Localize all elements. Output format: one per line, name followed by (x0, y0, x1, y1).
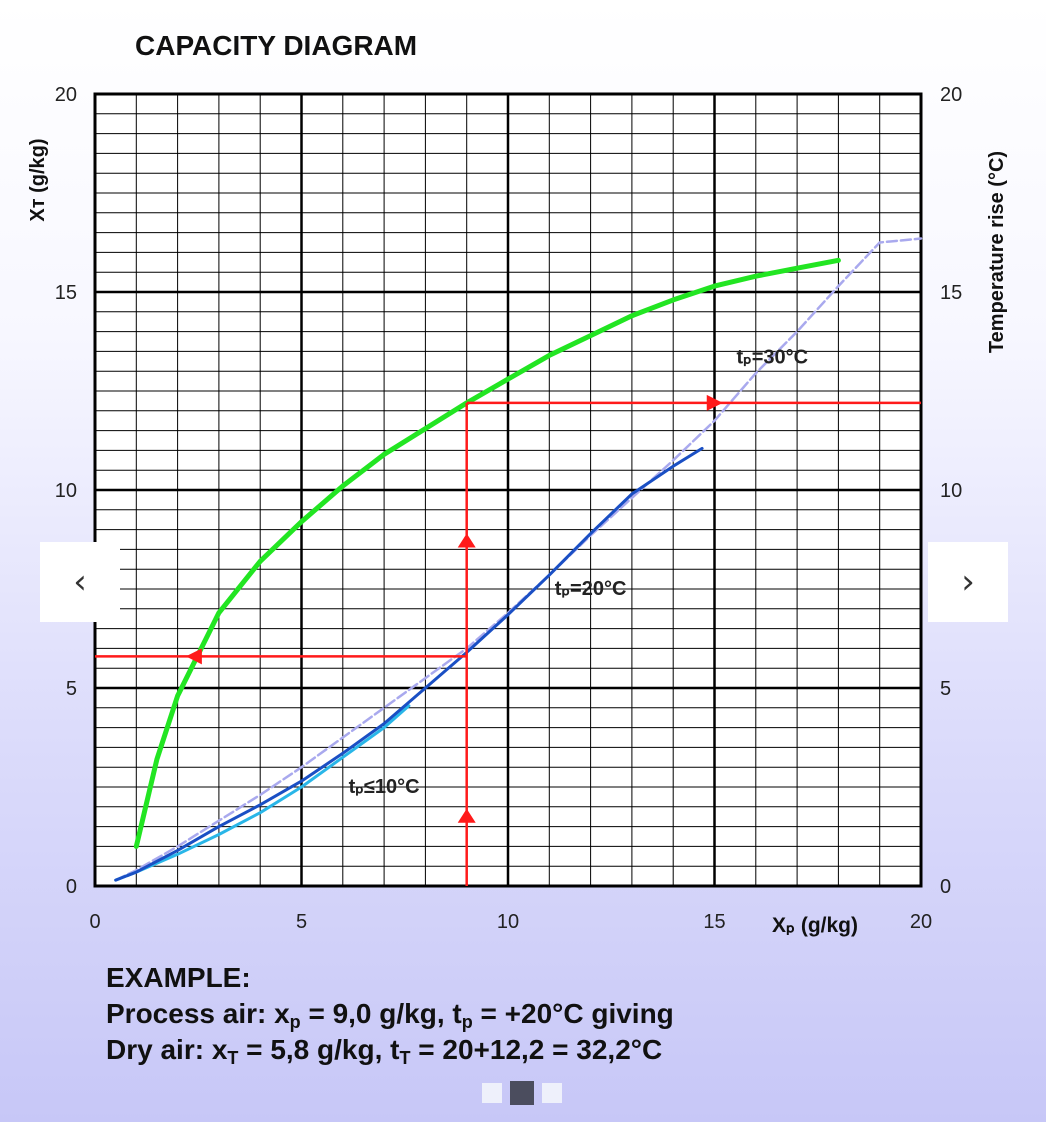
x-tick-label: 5 (296, 911, 307, 933)
arrow-left-icon (185, 648, 202, 665)
x-tick-label: 10 (497, 911, 519, 933)
example-line-dry-air: Dry air: xT = 5,8 g/kg, tT = 20+12,2 = 3… (106, 1032, 674, 1068)
series-annotation-label: tₚ=20°C (555, 578, 627, 600)
series-annotation-label: tₚ=30°C (737, 346, 809, 368)
y-tick-right: 20 (940, 84, 962, 106)
arrow-up-icon (457, 533, 476, 548)
slide-dot-3[interactable] (542, 1083, 562, 1103)
y-tick-left: 5 (66, 678, 77, 700)
y-tick-left: 10 (55, 480, 77, 502)
y-tick-left: 15 (55, 282, 77, 304)
subscript: p (289, 1012, 301, 1032)
previous-slide-button[interactable]: ‹ (40, 542, 120, 622)
example-text: EXAMPLE: Process air: xp = 9,0 g/kg, tp … (106, 960, 674, 1068)
y-axis-label-right: Temperature rise (°C) (986, 151, 1008, 353)
slide-indicator (482, 1081, 562, 1105)
text-fragment: = 5,8 g/kg, t (238, 1034, 400, 1065)
x-tick-label: 20 (910, 911, 932, 933)
x-axis-label: Xₚ (g/kg) (772, 914, 858, 937)
arrow-up-icon (457, 808, 476, 823)
y-tick-right: 15 (940, 282, 962, 304)
x-tick-label: 15 (703, 911, 725, 933)
subscript: p (461, 1012, 473, 1032)
series-annotation-label: tₚ≤10°C (349, 776, 420, 798)
example-path (95, 394, 921, 886)
text-fragment: Dry air: x (106, 1034, 228, 1065)
y-axis-label-left: Xᴛ (g/kg) (27, 138, 49, 221)
text-fragment: = 20+12,2 = 32,2°C (410, 1034, 663, 1065)
subscript: T (399, 1048, 411, 1068)
example-line-process-air: Process air: xp = 9,0 g/kg, tp = +20°C g… (106, 996, 674, 1032)
plot-frame (93, 92, 923, 888)
x-tick-label: 0 (89, 911, 100, 933)
chart-title: CAPACITY DIAGRAM (135, 30, 417, 61)
example-heading: EXAMPLE: (106, 962, 251, 993)
series-line-2 (114, 446, 704, 882)
next-slide-button[interactable]: › (928, 542, 1008, 622)
y-tick-right: 5 (940, 678, 951, 700)
y-tick-left: 20 (55, 84, 77, 106)
text-fragment: = +20°C giving (472, 998, 674, 1029)
chevron-left-icon: ‹ (73, 562, 87, 602)
slide-dot-1[interactable] (482, 1083, 502, 1103)
arrow-right-icon (706, 394, 723, 411)
text-fragment: = 9,0 g/kg, t (300, 998, 462, 1029)
y-tick-right: 10 (940, 480, 962, 502)
y-tick-right: 0 (940, 876, 951, 898)
chevron-right-icon: › (961, 562, 975, 602)
grid-major (93, 92, 923, 888)
subscript: T (227, 1048, 239, 1068)
slide-dot-2-active[interactable] (510, 1081, 534, 1105)
y-tick-left: 0 (66, 876, 77, 898)
text-fragment: Process air: x (106, 998, 290, 1029)
